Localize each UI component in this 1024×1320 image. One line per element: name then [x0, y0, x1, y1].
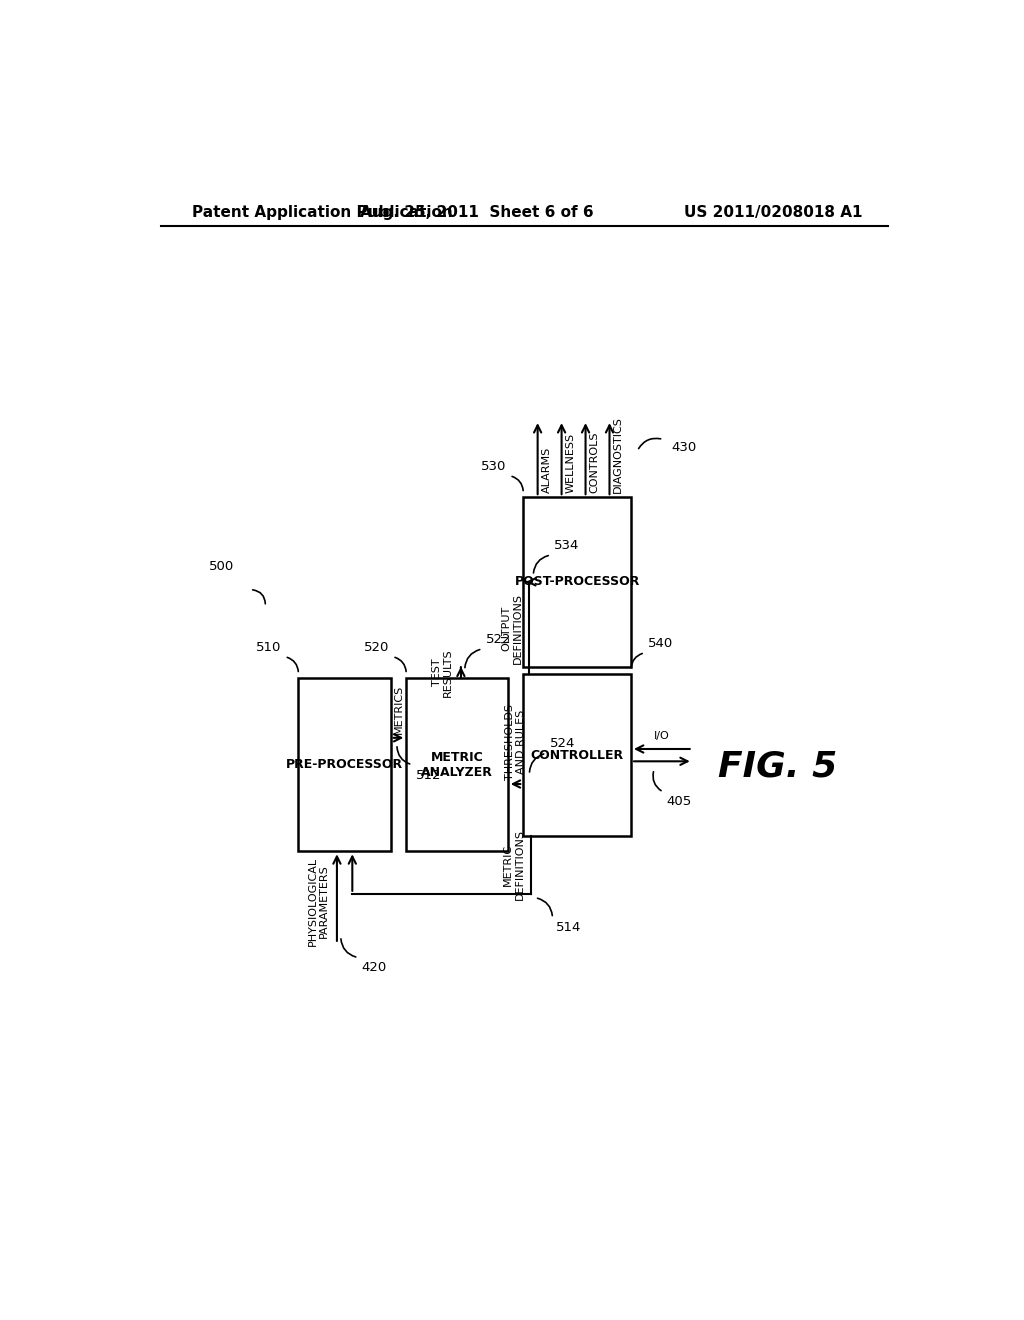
Text: FIG. 5: FIG. 5	[718, 750, 837, 784]
Text: PHYSIOLOGICAL
PARAMETERS: PHYSIOLOGICAL PARAMETERS	[307, 857, 330, 946]
Text: 534: 534	[554, 539, 580, 552]
Text: Patent Application Publication: Patent Application Publication	[193, 205, 453, 220]
Text: 430: 430	[671, 441, 696, 454]
Text: 512: 512	[416, 768, 441, 781]
Text: WELLNESS: WELLNESS	[565, 433, 575, 494]
Text: CONTROLLER: CONTROLLER	[530, 748, 624, 762]
Text: 420: 420	[361, 961, 387, 974]
Text: POST-PROCESSOR: POST-PROCESSOR	[514, 576, 640, 589]
Text: METRIC
DEFINITIONS: METRIC DEFINITIONS	[503, 829, 524, 900]
Text: CONTROLS: CONTROLS	[590, 432, 599, 494]
Text: 500: 500	[209, 560, 234, 573]
Text: US 2011/0208018 A1: US 2011/0208018 A1	[684, 205, 862, 220]
Text: TEST
RESULTS: TEST RESULTS	[431, 648, 454, 697]
Text: PRE-PROCESSOR: PRE-PROCESSOR	[286, 758, 403, 771]
Text: 530: 530	[481, 459, 506, 473]
Text: 520: 520	[364, 640, 389, 653]
Text: Aug. 25, 2011  Sheet 6 of 6: Aug. 25, 2011 Sheet 6 of 6	[360, 205, 594, 220]
Text: THRESHOLDS
AND RULES: THRESHOLDS AND RULES	[505, 704, 526, 780]
Text: 522: 522	[485, 632, 511, 645]
Text: 514: 514	[556, 921, 581, 935]
Bar	[523, 498, 631, 667]
Text: I/O: I/O	[654, 731, 670, 742]
Text: OUTPUT
DEFINITIONS: OUTPUT DEFINITIONS	[502, 593, 523, 664]
Text: DIAGNOSTICS: DIAGNOSTICS	[613, 417, 624, 494]
Bar	[407, 678, 508, 851]
Text: ALARMS: ALARMS	[542, 447, 552, 494]
Text: 524: 524	[550, 737, 574, 750]
Text: METRICS: METRICS	[393, 685, 403, 734]
Text: METRIC
ANALYZER: METRIC ANALYZER	[421, 751, 493, 779]
Text: 540: 540	[648, 636, 673, 649]
Text: 510: 510	[256, 640, 282, 653]
Bar	[523, 675, 631, 836]
Bar	[298, 678, 391, 851]
Text: 405: 405	[667, 795, 692, 808]
